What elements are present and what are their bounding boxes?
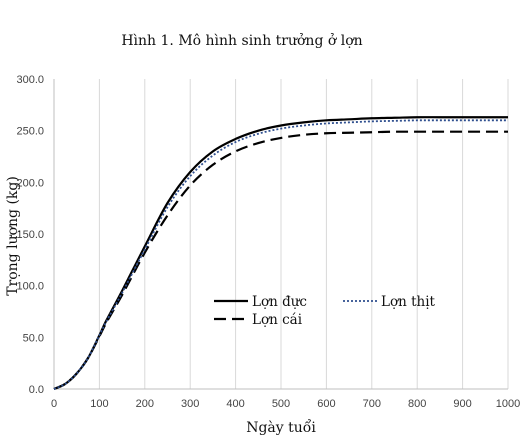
grid-lines xyxy=(98,79,509,389)
legend-label: Lợn đực xyxy=(252,294,307,310)
x-tick-label: 600 xyxy=(317,398,335,410)
y-tick-label: 250.0 xyxy=(16,126,44,138)
series-line-lon-duc xyxy=(53,116,508,391)
x-tick-label: 0 xyxy=(51,398,57,410)
x-tick-label: 800 xyxy=(408,398,426,410)
y-tick-label: 150.0 xyxy=(16,229,44,241)
series-line-lon-cai xyxy=(53,130,508,391)
x-tick-label: 200 xyxy=(136,398,154,410)
y-tick-label: 0.0 xyxy=(29,384,44,396)
x-tick-label: 1000 xyxy=(496,398,520,410)
legend-label: Lợn thịt xyxy=(381,294,436,310)
legend: Lợn đực Lợn thịt Lợn cái xyxy=(214,294,436,328)
y-tick-label: 50.0 xyxy=(23,332,44,344)
y-axis-title: Trọng lượng (kg) xyxy=(5,176,21,296)
x-tick-label: 500 xyxy=(272,398,290,410)
chart-title: Hình 1. Mô hình sinh trưởng ở lợn xyxy=(121,32,362,49)
y-tick-label: 200.0 xyxy=(16,177,44,189)
series-lines xyxy=(53,116,508,391)
x-tick-label: 300 xyxy=(181,398,199,410)
x-axis-title: Ngày tuổi xyxy=(246,418,316,436)
x-tick-label: 900 xyxy=(453,398,471,410)
legend-label: Lợn cái xyxy=(252,312,303,328)
y-tick-label: 100.0 xyxy=(16,281,44,293)
x-tick-label: 100 xyxy=(90,398,108,410)
axes: 0 100 200 300 400 500 600 700 800 900 1000 0.0 50.0 1… xyxy=(16,74,520,410)
x-tick-label: 700 xyxy=(363,398,381,410)
y-tick-label: 300.0 xyxy=(16,74,44,86)
x-tick-label: 400 xyxy=(226,398,244,410)
series-line-lon-thit xyxy=(53,119,508,390)
